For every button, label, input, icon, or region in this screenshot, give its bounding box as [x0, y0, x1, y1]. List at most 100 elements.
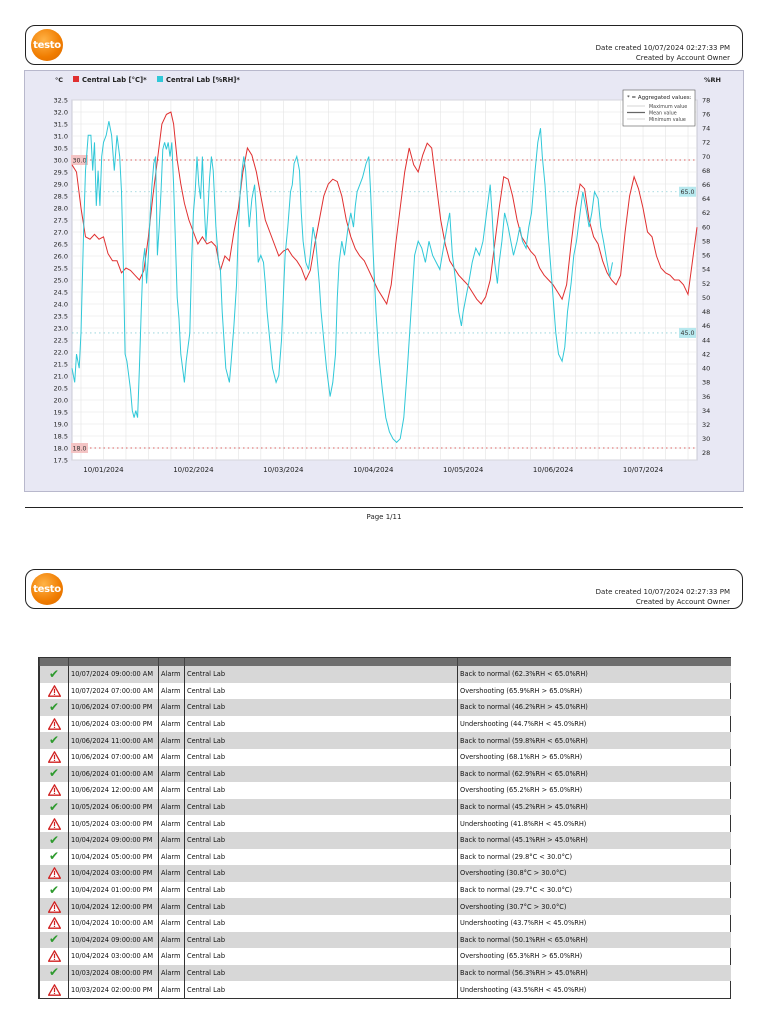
y-left-tick: 30.0 — [54, 156, 68, 164]
checkmark-icon: ✔ — [48, 849, 60, 864]
report-meta: Date created 10/07/2024 02:27:33 PM Crea… — [596, 43, 730, 63]
row-message: Overshooting (30.7°C > 30.0°C) — [457, 898, 731, 915]
y-left-tick: 26.0 — [54, 252, 68, 260]
legend-label: Central Lab [%RH]* — [166, 76, 240, 84]
table-row: ✔ 10/04/2024 05:00:00 PM Alarm Central Lab B… — [39, 848, 731, 866]
legend-swatch-humidity — [157, 76, 163, 82]
x-tick: 10/07/2024 — [623, 466, 664, 474]
row-type: Alarm — [158, 831, 185, 849]
warning-triangle-icon — [41, 685, 69, 697]
measurement-chart: 17.5 18.0 18.5 19.0 19.5 20.0 20.5 21.0 21.5 22.0… — [54, 76, 721, 474]
y-left-tick: 19.5 — [54, 408, 68, 416]
table-row: 10/06/2024 07:00:00 AM Alarm Central Lab Ov… — [39, 748, 731, 766]
y-right-unit: %RH — [704, 76, 721, 84]
row-message: Overshooting (30.8°C > 30.0°C) — [457, 865, 731, 882]
table-row: 10/03/2024 02:00:00 PM Alarm Central Lab Un… — [39, 981, 731, 998]
row-type: Alarm — [158, 682, 185, 700]
y-right-tick: 58 — [702, 237, 710, 245]
row-type: Alarm — [158, 765, 185, 783]
y-right-tick: 74 — [702, 125, 710, 133]
row-message: Overshooting (65.9%RH > 65.0%RH) — [457, 682, 731, 700]
row-message: Back to normal (29.8°C < 30.0°C) — [457, 848, 731, 866]
y-left-tick: 25.5 — [54, 264, 68, 272]
y-left-tick: 27.0 — [54, 228, 68, 236]
y-left-tick: 23.5 — [54, 312, 68, 320]
row-location: Central Lab — [184, 748, 458, 766]
table-row: ✔ 10/04/2024 01:00:00 PM Alarm Central Lab B… — [39, 881, 731, 899]
row-message: Back to normal (29.7°C < 30.0°C) — [457, 881, 731, 899]
checkmark-icon: ✔ — [48, 832, 60, 847]
y-right-tick: 78 — [702, 96, 710, 104]
y-left-tick: 31.5 — [54, 120, 68, 128]
y-left-tick: 21.5 — [54, 360, 68, 368]
row-datetime: 10/07/2024 07:00:00 AM — [68, 682, 159, 700]
row-message: Back to normal (59.8%RH < 65.0%RH) — [457, 732, 731, 749]
checkmark-icon: ✔ — [48, 882, 60, 897]
limit-label: 18.0 — [72, 445, 86, 452]
row-datetime: 10/06/2024 12:00:00 AM — [68, 782, 159, 799]
footer-rule — [25, 507, 743, 508]
row-location: Central Lab — [184, 964, 458, 982]
row-location: Central Lab — [184, 732, 458, 749]
row-datetime: 10/07/2024 09:00:00 AM — [68, 666, 159, 683]
table-row: 10/04/2024 12:00:00 PM Alarm Central Lab Ov… — [39, 898, 731, 915]
limit-label-bg — [679, 327, 696, 338]
y-right-tick: 76 — [702, 110, 710, 118]
testo-logo: testo — [31, 29, 63, 61]
aggregate-legend-item: Mean value — [649, 110, 677, 116]
y-right-tick: 54 — [702, 266, 710, 274]
y-left-tick: 20.5 — [54, 384, 68, 392]
warning-triangle-icon — [41, 983, 69, 996]
row-datetime: 10/06/2024 01:00:00 AM — [68, 765, 159, 783]
x-tick: 10/04/2024 — [353, 466, 394, 474]
warning-triangle-icon — [41, 784, 69, 797]
table-row: ✔ 10/06/2024 07:00:00 PM Alarm Central Lab B… — [39, 699, 731, 716]
y-right-tick: 48 — [702, 308, 710, 316]
row-message: Undershooting (43.5%RH < 45.0%RH) — [457, 981, 731, 998]
y-left-tick: 18.5 — [54, 432, 68, 440]
y-right-tick: 62 — [702, 209, 710, 217]
table-row: 10/04/2024 03:00:00 AM Alarm Central Lab Ov… — [39, 948, 731, 965]
y-right-tick: 30 — [702, 435, 710, 443]
y-right-tick: 50 — [702, 294, 710, 302]
row-location: Central Lab — [184, 782, 458, 799]
y-right-tick: 66 — [702, 181, 710, 189]
checkmark-icon: ✔ — [48, 733, 60, 748]
row-type: Alarm — [158, 865, 185, 882]
y-left-tick: 22.0 — [54, 348, 68, 356]
row-message: Back to normal (45.1%RH > 45.0%RH) — [457, 831, 731, 849]
y-left-tick: 18.0 — [54, 444, 68, 452]
row-location: Central Lab — [184, 798, 458, 816]
table-row: ✔ 10/05/2024 06:00:00 PM Alarm Central Lab B… — [39, 798, 731, 816]
row-datetime: 10/06/2024 11:00:00 AM — [68, 732, 159, 749]
y-left-tick: 17.5 — [54, 456, 68, 464]
date-created: Date created 10/07/2024 02:27:33 PM — [595, 588, 730, 596]
row-message: Overshooting (65.3%RH > 65.0%RH) — [457, 948, 731, 965]
y-left-tick: 26.5 — [54, 240, 68, 248]
warning-triangle-icon — [41, 900, 69, 913]
report-header: testo Date created 10/07/2024 02:27:33 P… — [25, 25, 743, 65]
y-left-tick: 32.0 — [54, 108, 68, 116]
aggregate-legend-item: Minimum value — [649, 117, 686, 123]
y-left-tick: 23.0 — [54, 324, 68, 332]
row-location: Central Lab — [184, 699, 458, 716]
y-left-tick: 28.5 — [54, 192, 68, 200]
row-location: Central Lab — [184, 914, 458, 932]
row-type: Alarm — [158, 815, 185, 832]
table-row: 10/06/2024 12:00:00 AM Alarm Central Lab Ov… — [39, 782, 731, 799]
row-type: Alarm — [158, 931, 185, 949]
y-left-tick: 19.0 — [54, 420, 68, 428]
limit-label-bg — [679, 186, 696, 197]
y-left-tick: 29.0 — [54, 180, 68, 188]
warning-triangle-icon — [41, 917, 69, 930]
row-message: Back to normal (45.2%RH > 45.0%RH) — [457, 798, 731, 816]
y-right-tick: 46 — [702, 322, 710, 330]
table-body: ✔ 10/07/2024 09:00:00 AM Alarm Central Lab B… — [39, 666, 731, 998]
row-type: Alarm — [158, 898, 185, 915]
x-tick: 10/05/2024 — [443, 466, 484, 474]
row-datetime: 10/04/2024 05:00:00 PM — [68, 848, 159, 866]
y-left-tick: 28.0 — [54, 204, 68, 212]
y-right-tick: 36 — [702, 393, 710, 401]
row-type: Alarm — [158, 798, 185, 816]
legend-swatch-temperature — [73, 76, 79, 82]
